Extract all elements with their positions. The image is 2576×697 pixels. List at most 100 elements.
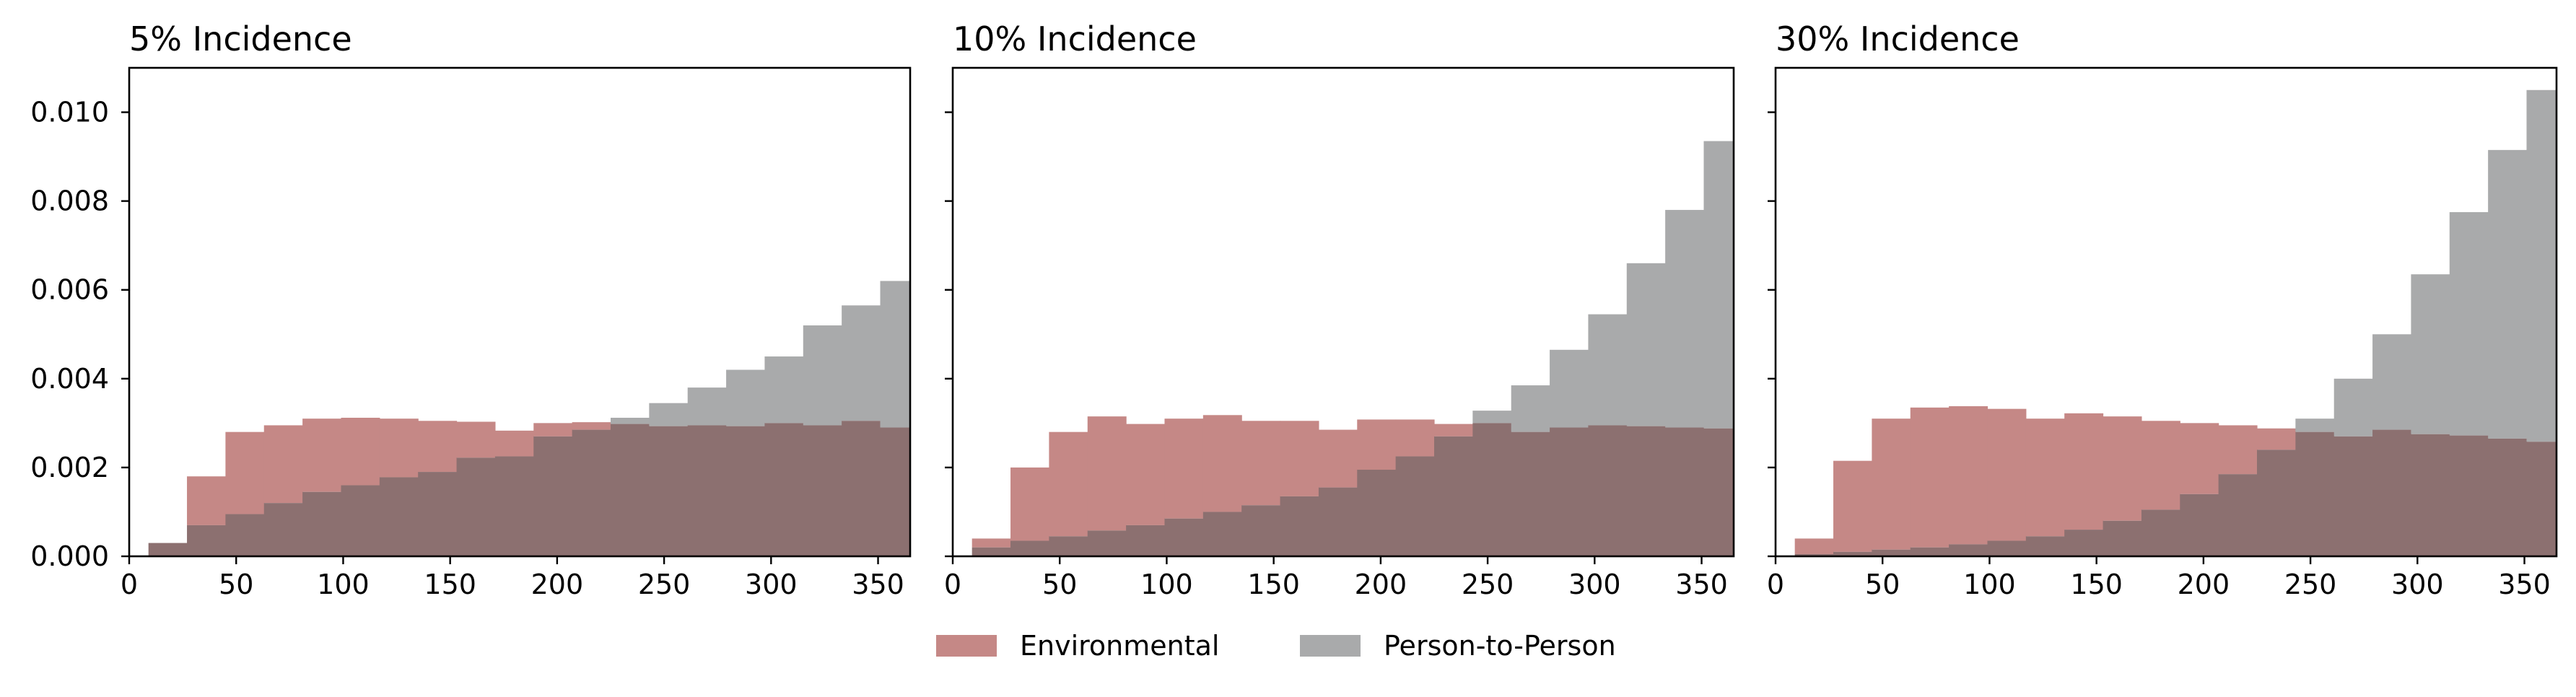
overlap-bar [1357, 469, 1397, 556]
environmental-bar [2256, 428, 2296, 450]
environmental-bar [1395, 419, 1435, 457]
x-tick-label: 200 [1355, 569, 1407, 600]
overlap-bar [610, 424, 650, 556]
environmental-bar [1357, 419, 1397, 470]
overlap-bar [2372, 429, 2412, 556]
panel-1: 0 50 100 150 200 250 300 350 0.000 0.002 0.004 0.00… [30, 19, 912, 600]
person-to-person-bar [842, 305, 881, 421]
overlap-bar [148, 543, 188, 556]
x-tick-label: 100 [1140, 569, 1193, 600]
y-tick-label: 0.002 [30, 452, 109, 483]
x-tick-label: 150 [1247, 569, 1300, 600]
histogram-bars [972, 141, 1734, 556]
overlap-bar [687, 425, 727, 556]
environmental-bar [1010, 467, 1049, 541]
x-tick-label: 300 [745, 569, 798, 600]
environmental-bar [225, 431, 265, 514]
legend-label: Person-to-Person [1384, 630, 1616, 662]
overlap-bar [1626, 426, 1666, 556]
overlap-bar [2025, 536, 2065, 556]
x-tick-label: 50 [1865, 569, 1900, 600]
overlap-bar [263, 503, 303, 556]
person-to-person-bar [2295, 418, 2335, 432]
axes-frame [1774, 66, 2558, 558]
environmental-bar [379, 418, 419, 478]
person-to-person-bar [2449, 212, 2489, 436]
overlap-bar [2180, 494, 2219, 556]
environmental-bar [533, 423, 573, 437]
environmental-bar [1241, 421, 1281, 506]
overlap-bar [2449, 435, 2489, 556]
x-tick-label: 200 [2178, 569, 2230, 600]
overlap-bar [764, 423, 804, 556]
overlap-bar [1164, 518, 1204, 556]
person-to-person-bar [649, 403, 689, 426]
x-tick-label: 150 [2070, 569, 2123, 600]
overlap-bar [1433, 436, 1473, 556]
person-to-person-bar [1703, 141, 1734, 429]
overlap-bar [842, 421, 881, 556]
environmental-bar [1910, 407, 1950, 548]
overlap-bar [1588, 425, 1628, 556]
panel-title: 30% Incidence [1776, 19, 2020, 58]
overlap-bar [187, 525, 226, 556]
overlap-bar [456, 457, 496, 556]
overlap-bar [2141, 509, 2180, 556]
overlap-bar [1949, 544, 1988, 556]
environmental-bar [1049, 431, 1088, 537]
person-to-person-bar [1550, 349, 1589, 428]
overlap-bar [1703, 428, 1734, 556]
legend-item: Person-to-Person [1300, 630, 1616, 662]
overlap-bar [2218, 474, 2258, 556]
panel-2: 0 50 100 150 200 250 300 350 10% Incidence [944, 19, 1735, 600]
person-to-person-bar [1472, 411, 1512, 424]
environmental-bar [1433, 424, 1473, 437]
y-tick-label: 0.008 [30, 185, 109, 217]
overlap-bar [1049, 536, 1088, 556]
overlap-bar [1126, 525, 1166, 556]
panel-title: 10% Incidence [953, 19, 1197, 58]
environmental-bar [456, 421, 496, 458]
person-to-person-bar [726, 369, 766, 426]
overlap-bar [1202, 512, 1242, 556]
person-to-person-bar [1665, 209, 1705, 428]
overlap-bar [494, 456, 534, 556]
x-tick-label: 150 [424, 569, 476, 600]
person-to-person-bar [2488, 149, 2528, 439]
environmental-bar [494, 430, 534, 457]
x-tick-label: 350 [1675, 569, 1728, 600]
overlap-bar [1010, 540, 1049, 556]
person-to-person-bar [1511, 385, 1550, 432]
environmental-bar [1949, 406, 1988, 545]
overlap-bar [418, 472, 458, 556]
overlap-bar [726, 426, 766, 556]
legend-swatch [1300, 635, 1361, 657]
axes-frame [951, 66, 1735, 558]
environmental-bar [1087, 416, 1127, 531]
environmental-bar [1202, 415, 1242, 512]
x-tick-label: 250 [638, 569, 691, 600]
x-tick-label: 50 [1042, 569, 1077, 600]
x-tick-label: 250 [2284, 569, 2337, 600]
environmental-bar [2141, 421, 2180, 510]
overlap-bar [2526, 442, 2557, 556]
person-to-person-bar [1588, 314, 1628, 426]
person-to-person-bar [2333, 378, 2373, 437]
x-tick-label: 0 [1767, 569, 1784, 600]
overlap-bar [1395, 456, 1435, 556]
overlap-bar [1511, 431, 1550, 556]
person-to-person-bar [2526, 89, 2557, 442]
person-to-person-bar [687, 387, 727, 426]
legend-swatch [936, 635, 997, 657]
x-tick-label: 350 [852, 569, 904, 600]
overlap-bar [1087, 530, 1127, 556]
overlap-bar [225, 514, 265, 556]
environmental-bar [341, 417, 380, 486]
environmental-bar [2180, 423, 2219, 494]
panel-3: 0 50 100 150 200 250 300 350 30% Incidence [1767, 19, 2558, 600]
environmental-bar [2103, 416, 2142, 521]
environmental-bar [1794, 538, 1834, 554]
panel-title: 5% Incidence [129, 19, 352, 58]
legend-item: Environmental [936, 630, 1219, 662]
